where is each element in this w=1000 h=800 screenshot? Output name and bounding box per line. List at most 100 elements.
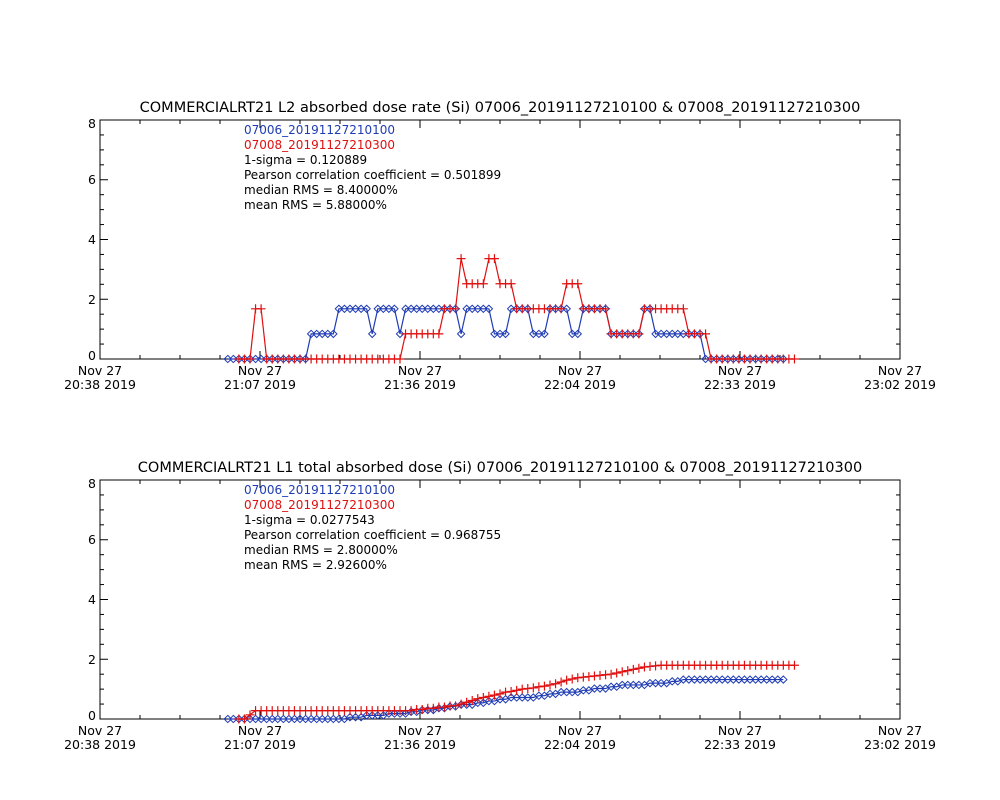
stats-annotations: 1-sigma = 0.0277543 Pearson correlation …	[244, 513, 501, 572]
plus-marker	[484, 691, 494, 701]
diamond-marker	[506, 304, 516, 314]
diamond-marker	[529, 329, 538, 339]
diamond-marker	[334, 714, 344, 724]
diamond-marker	[767, 675, 777, 684]
diamond-marker	[506, 693, 516, 702]
diamond-marker	[779, 675, 788, 684]
x-tick-label: Nov 27	[558, 723, 602, 738]
diamond-marker	[256, 714, 266, 724]
diamond-marker	[501, 329, 510, 339]
diamond-marker	[395, 709, 405, 718]
diamond-marker	[229, 714, 238, 724]
series-layer	[223, 660, 799, 724]
x-tick-label: 22:33 2019	[704, 377, 776, 392]
plus-marker	[678, 304, 688, 314]
diamond-marker	[667, 329, 677, 339]
diamond-marker	[323, 329, 333, 339]
diamond-marker	[517, 693, 527, 702]
x-tick-label: 22:04 2019	[544, 737, 616, 752]
panel-2: COMMERCIALRT21 L1 total absorbed dose (S…	[64, 460, 936, 752]
diamond-marker	[362, 304, 371, 314]
plus-marker	[551, 679, 561, 689]
diamond-marker	[317, 329, 327, 339]
plus-marker	[467, 695, 477, 705]
diamond-marker	[467, 304, 477, 314]
diamond-marker	[473, 304, 483, 314]
diamond-marker	[434, 304, 444, 314]
plus-marker	[489, 690, 499, 700]
diamond-marker	[701, 354, 710, 364]
diamond-marker	[429, 304, 438, 314]
diamond-marker	[706, 675, 716, 684]
plus-marker	[545, 680, 555, 690]
x-tick-label: 21:07 2019	[224, 377, 296, 392]
diamond-marker	[762, 675, 771, 684]
diamond-marker	[484, 304, 494, 314]
diamond-marker	[367, 711, 377, 720]
diamond-marker	[679, 675, 688, 684]
diamond-marker	[401, 304, 410, 314]
plus-marker	[573, 279, 583, 289]
diamond-marker	[645, 678, 655, 688]
diamond-marker	[379, 304, 388, 314]
diamond-marker	[423, 304, 433, 314]
mean-rms-annotation: mean RMS = 2.92600%	[244, 558, 387, 572]
plus-marker	[462, 697, 472, 707]
y-tick-label: 0	[88, 348, 96, 363]
diamond-marker	[345, 712, 355, 722]
chart-title: COMMERCIALRT21 L2 absorbed dose rate (Si…	[140, 100, 861, 116]
diamond-marker	[295, 714, 305, 724]
diamond-marker	[373, 711, 383, 720]
chart-title: COMMERCIALRT21 L1 total absorbed dose (S…	[138, 460, 862, 476]
diamond-marker	[673, 329, 683, 339]
plus-marker	[478, 279, 488, 289]
plus-marker	[478, 692, 488, 702]
diamond-marker	[340, 304, 349, 314]
diamond-marker	[606, 682, 616, 692]
diamond-marker	[251, 354, 260, 364]
diamond-marker	[256, 354, 266, 364]
diamond-marker	[656, 329, 666, 339]
diamond-marker	[345, 304, 355, 314]
diamond-marker	[512, 693, 521, 702]
y-tick-label: 4	[88, 232, 96, 247]
x-tick-label: Nov 27	[558, 363, 602, 378]
plus-marker	[789, 354, 799, 364]
x-tick-label: 22:04 2019	[544, 377, 616, 392]
plot-frame	[99, 479, 901, 720]
diamond-marker	[317, 714, 327, 724]
diamond-marker	[562, 304, 571, 314]
legend-entry-series-a: 07006_20191127210100	[244, 483, 395, 497]
diamond-marker	[756, 675, 766, 684]
diamond-marker	[334, 304, 344, 314]
axis-ticks	[99, 119, 901, 360]
diamond-marker	[656, 678, 666, 688]
diamond-marker	[351, 304, 360, 314]
diamond-marker	[729, 675, 738, 684]
panel-1: COMMERCIALRT21 L2 absorbed dose rate (Si…	[64, 100, 936, 392]
series-b	[234, 660, 799, 724]
diamond-marker	[734, 675, 744, 684]
diamond-marker	[390, 304, 399, 314]
plus-marker	[606, 669, 616, 679]
plus-marker	[789, 660, 799, 670]
diamond-marker	[617, 680, 627, 690]
diamond-marker	[712, 675, 721, 684]
diamond-marker	[573, 329, 583, 339]
diamond-marker	[651, 678, 660, 688]
diamond-marker	[473, 698, 483, 708]
plus-marker	[451, 701, 461, 711]
x-tick-label: 20:38 2019	[64, 737, 136, 752]
diamond-marker	[556, 687, 566, 697]
diamond-marker	[306, 329, 316, 339]
diamond-marker	[751, 675, 760, 684]
diamond-marker	[229, 354, 238, 364]
legend-entry-series-b: 07008_20191127210300	[244, 498, 395, 512]
x-tick-label: 22:33 2019	[704, 737, 776, 752]
diamond-marker	[684, 675, 694, 684]
plus-marker	[256, 304, 266, 314]
plus-marker	[512, 685, 522, 695]
diamond-marker	[329, 329, 338, 339]
